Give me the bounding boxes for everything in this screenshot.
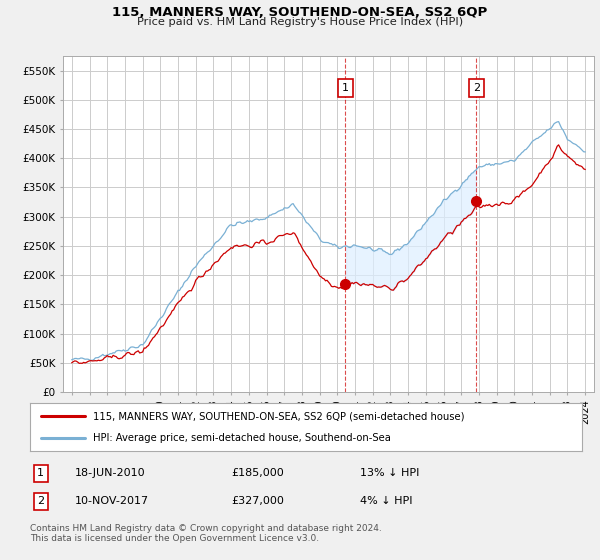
Text: 115, MANNERS WAY, SOUTHEND-ON-SEA, SS2 6QP (semi-detached house): 115, MANNERS WAY, SOUTHEND-ON-SEA, SS2 6…: [94, 411, 465, 421]
Text: 2: 2: [37, 496, 44, 506]
Text: 2: 2: [473, 83, 480, 93]
Text: 18-JUN-2010: 18-JUN-2010: [75, 468, 146, 478]
Text: 1: 1: [37, 468, 44, 478]
Text: 1: 1: [342, 83, 349, 93]
Text: HPI: Average price, semi-detached house, Southend-on-Sea: HPI: Average price, semi-detached house,…: [94, 433, 391, 443]
Text: 10-NOV-2017: 10-NOV-2017: [75, 496, 149, 506]
Text: £327,000: £327,000: [231, 496, 284, 506]
Text: £185,000: £185,000: [231, 468, 284, 478]
Text: 13% ↓ HPI: 13% ↓ HPI: [360, 468, 419, 478]
Text: 4% ↓ HPI: 4% ↓ HPI: [360, 496, 413, 506]
Text: Price paid vs. HM Land Registry's House Price Index (HPI): Price paid vs. HM Land Registry's House …: [137, 17, 463, 27]
Text: 115, MANNERS WAY, SOUTHEND-ON-SEA, SS2 6QP: 115, MANNERS WAY, SOUTHEND-ON-SEA, SS2 6…: [112, 6, 488, 18]
Text: Contains HM Land Registry data © Crown copyright and database right 2024.
This d: Contains HM Land Registry data © Crown c…: [30, 524, 382, 543]
